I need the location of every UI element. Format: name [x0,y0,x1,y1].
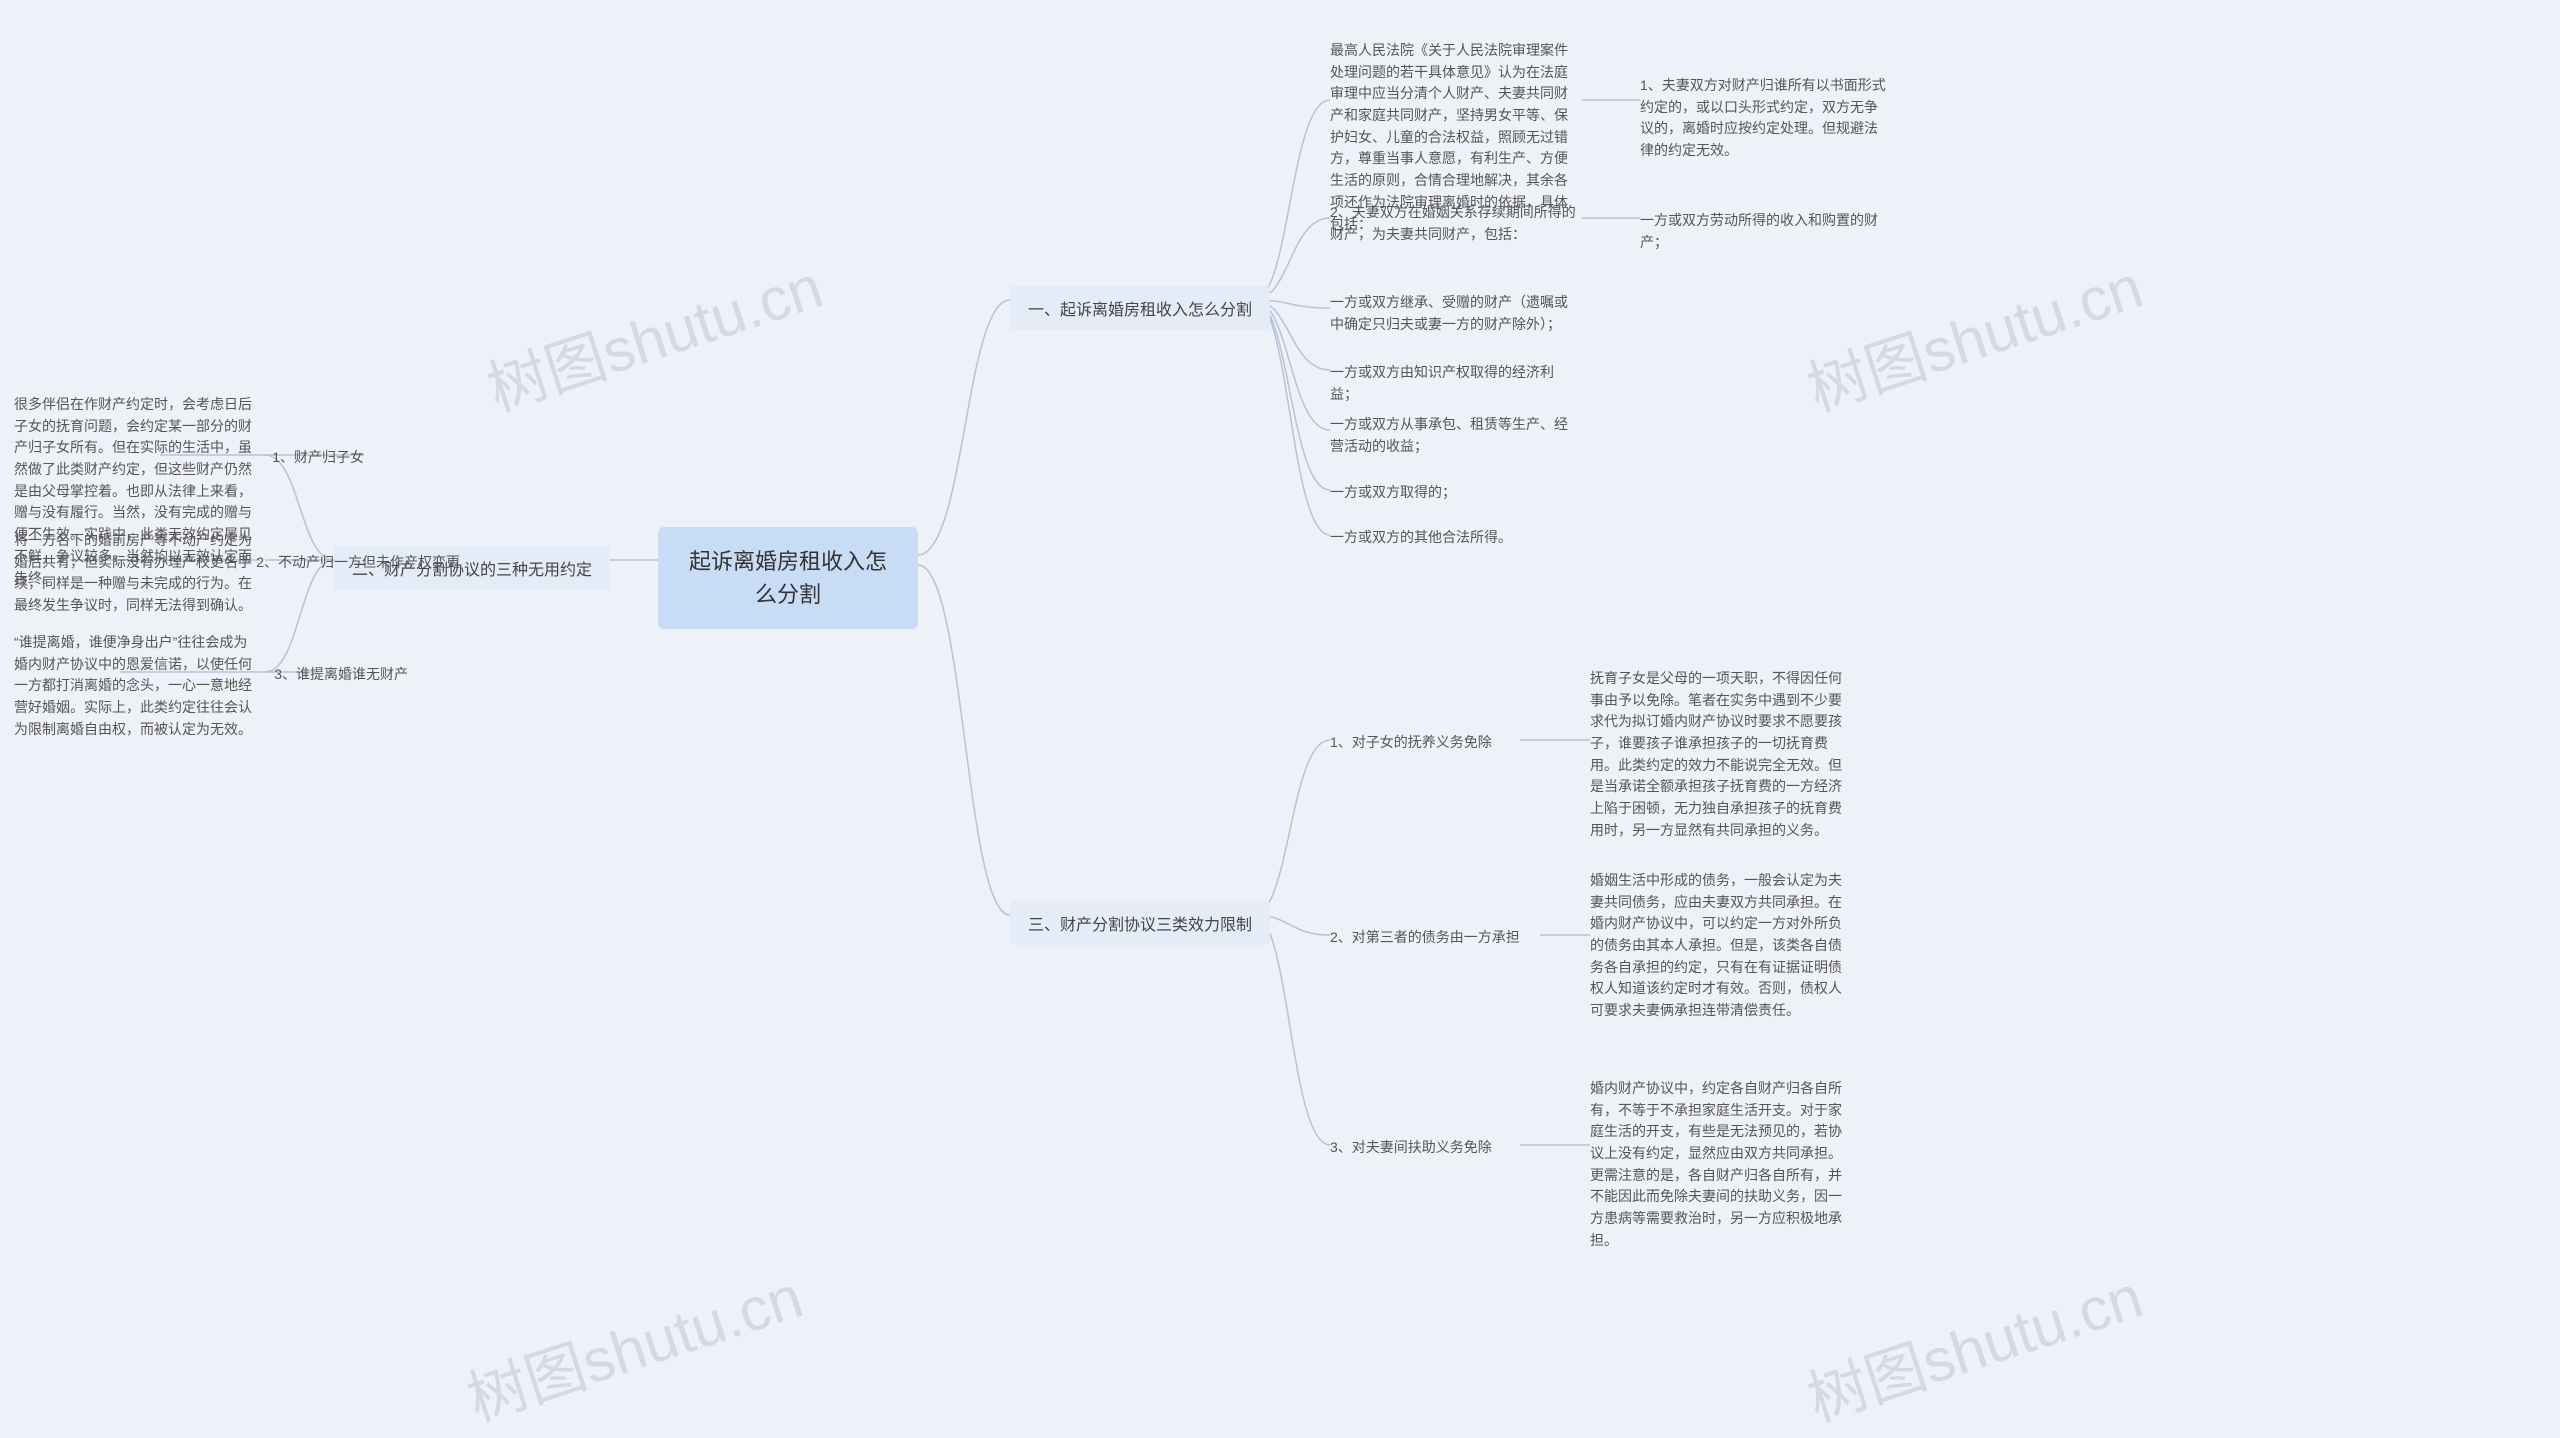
section3-n1-text: 抚育子女是父母的一项天职，不得因任何事由予以免除。笔者在实务中遇到不少要求代为拟… [1590,668,1845,842]
section3-n2-text: 婚姻生活中形成的债务，一般会认定为夫妻共同债务，应由夫妻双方共同承担。在婚内财产… [1590,870,1845,1022]
section2-n1-label: 1、财产归子女 [272,447,364,467]
root-node: 起诉离婚房租收入怎么分割 [658,527,918,629]
watermark: 树图shutu.cn [1795,1249,2152,1438]
branch-section1: 一、起诉离婚房租收入怎么分割 [1010,286,1270,330]
section1-item2-sub: 一方或双方劳动所得的收入和购置的财产； [1640,210,1900,253]
section1-item1: 1、夫妻双方对财产归谁所有以书面形式约定的，或以口头形式约定，双方无争议的，离婚… [1640,75,1890,162]
section2-n3-text: “谁提离婚，谁便净身出户”往往会成为婚内财产协议中的恩爱信诺，以使任何一方都打消… [14,632,254,740]
watermark: 树图shutu.cn [475,239,832,429]
section1-item-a: 一方或双方继承、受赠的财产（遗嘱或中确定只归夫或妻一方的财产除外）； [1330,292,1580,335]
section1-item-e: 一方或双方的其他合法所得。 [1330,527,1512,549]
section3-n1-label: 1、对子女的抚养义务免除 [1330,732,1492,752]
section2-n2-label: 2、不动产归一方但未作产权变更 [256,552,460,572]
section1-item-c: 一方或双方从事承包、租赁等生产、经营活动的收益； [1330,414,1580,457]
section1-item-b: 一方或双方由知识产权取得的经济利益； [1330,362,1580,405]
section3-n3-label: 3、对夫妻间扶助义务免除 [1330,1137,1492,1157]
watermark: 树图shutu.cn [1795,239,2152,429]
section3-n3-text: 婚内财产协议中，约定各自财产归各自所有，不等于不承担家庭生活开支。对于家庭生活的… [1590,1078,1845,1252]
section1-item2-head: 2、夫妻双方在婚姻关系存续期间所得的财产，为夫妻共同财产，包括： [1330,202,1580,245]
connectors [0,0,2560,1389]
section2-n2-text: 将一方名下的婚前房产等不动产约定为婚后共有，但实际没有办理产权更名手续，同样是一… [14,530,254,617]
branch-section3: 三、财产分割协议三类效力限制 [1010,901,1270,945]
section1-item-d: 一方或双方取得的； [1330,482,1456,504]
section3-n2-label: 2、对第三者的债务由一方承担 [1330,927,1520,947]
section2-n3-label: 3、谁提离婚谁无财产 [274,664,408,684]
watermark: 树图shutu.cn [455,1249,812,1438]
